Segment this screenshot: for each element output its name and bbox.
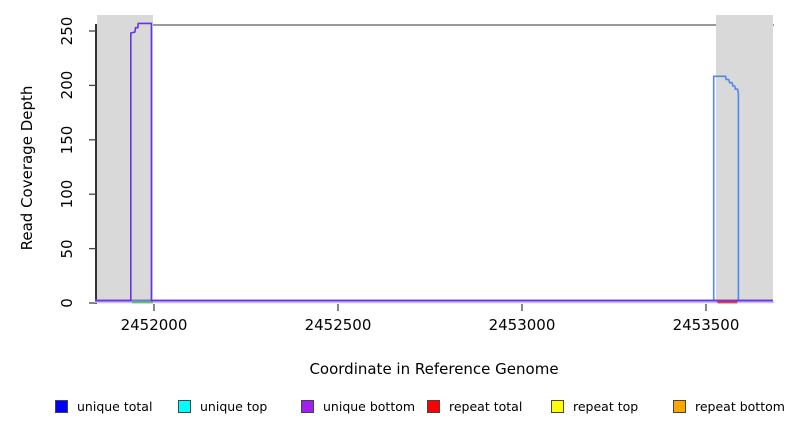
x-tick-label: 2452500 — [304, 316, 372, 334]
y-axis-title: Read Coverage Depth — [18, 85, 36, 251]
y-tick-label: 200 — [58, 71, 76, 100]
legend-swatch-icon — [427, 399, 440, 413]
legend-swatch-icon — [301, 399, 314, 413]
legend-item-label: repeat bottom — [695, 398, 785, 414]
legend-swatch-icon — [55, 399, 68, 413]
legend: unique total unique top unique bottom repea… — [0, 398, 792, 418]
y-tick-label: 100 — [58, 179, 76, 209]
x-tick-label: 2453500 — [672, 316, 740, 334]
series-unique-bottom — [95, 22, 773, 302]
legend-item: repeat top — [551, 398, 638, 414]
legend-item: unique total — [55, 398, 152, 414]
legend-item: repeat bottom — [673, 398, 785, 414]
legend-item: unique top — [178, 398, 267, 414]
x-axis-title: Coordinate in Reference Genome — [309, 360, 559, 378]
y-tick-label: 150 — [58, 125, 76, 155]
legend-item-label: unique top — [200, 398, 268, 414]
x-tick-label: 2452000 — [120, 316, 188, 334]
legend-swatch-icon — [178, 399, 191, 413]
legend-item-label: unique total — [77, 398, 153, 414]
y-axis-line — [95, 24, 97, 304]
legend-item-label: repeat top — [573, 398, 639, 414]
plot-top-border — [95, 24, 774, 26]
shaded-region — [715, 15, 773, 303]
legend-item: repeat total — [427, 398, 522, 414]
legend-item-label: unique bottom — [323, 398, 416, 414]
y-tick-label: 0 — [58, 298, 76, 308]
legend-item: unique bottom — [301, 398, 415, 414]
legend-swatch-icon — [673, 399, 686, 413]
legend-swatch-icon — [551, 399, 564, 413]
shaded-region — [96, 15, 153, 303]
x-tick-label: 2453000 — [488, 316, 556, 334]
y-tick-label: 250 — [58, 16, 76, 46]
legend-item-label: repeat total — [449, 398, 523, 414]
series-unique-total — [95, 75, 773, 302]
y-tick-label: 50 — [58, 239, 76, 259]
